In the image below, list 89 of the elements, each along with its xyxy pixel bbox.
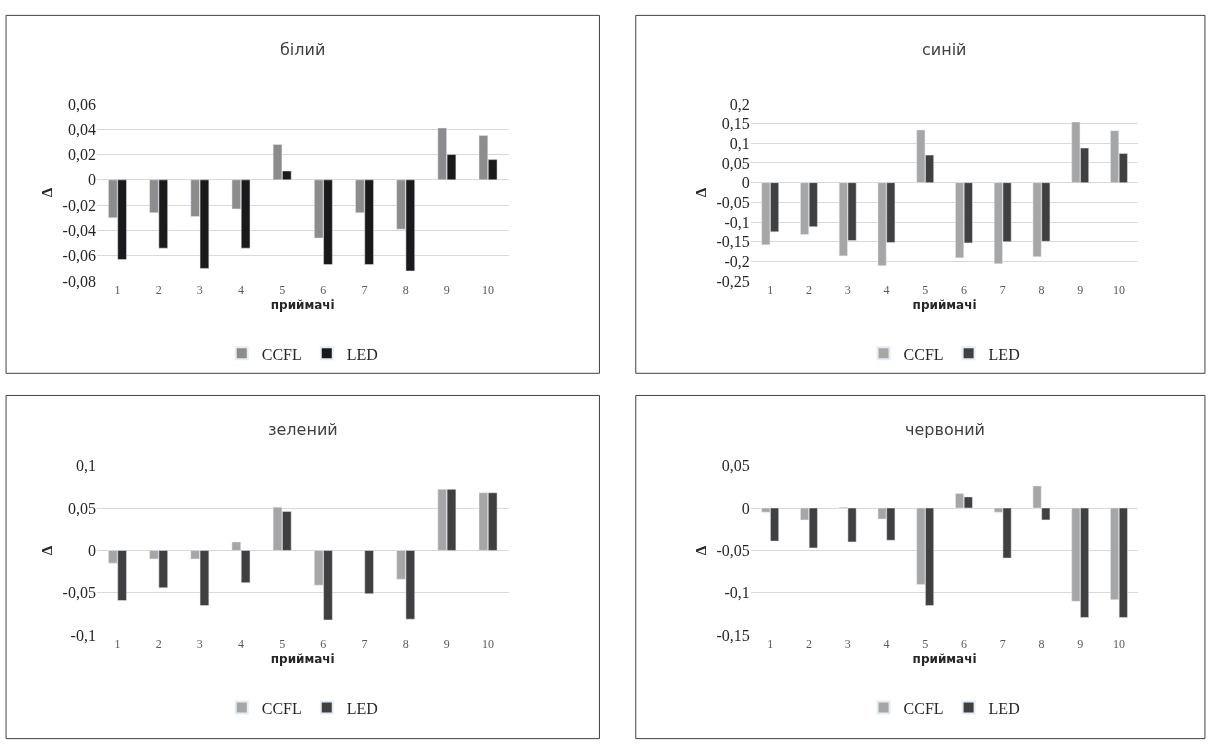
y-tick-label: -0,05	[716, 193, 750, 211]
legend-label: LED	[988, 699, 1020, 717]
x-tick-label: 9	[1077, 637, 1084, 652]
y-tick-label: 0,06	[67, 95, 96, 113]
chart-title: синій	[922, 40, 967, 59]
x-tick-label: 3	[196, 637, 203, 652]
y-tick-label: -0,05	[62, 584, 96, 602]
x-tick-label: 5	[922, 283, 929, 298]
x-tick-label: 6	[960, 283, 967, 298]
y-axis-title: Δ	[38, 187, 55, 198]
x-tick-label: 7	[999, 283, 1006, 298]
y-tick-label: -0,06	[62, 247, 96, 265]
x-tick-label: 8	[1038, 637, 1045, 652]
chart-title: зелений	[268, 420, 338, 439]
x-tick-label: 5	[279, 283, 286, 298]
x-tick-label: 8	[1038, 283, 1045, 298]
y-tick-label: 0	[87, 171, 96, 189]
y-tick-label: 0	[87, 542, 96, 560]
x-tick-label: 6	[320, 637, 327, 652]
x-tick-label: 9	[443, 283, 450, 298]
y-tick-label: 0,1	[729, 134, 750, 152]
y-axis-title: Δ	[692, 187, 709, 198]
y-tick-label: 0,2	[729, 95, 750, 113]
x-tick-label: 2	[805, 637, 812, 652]
y-tick-label: 0,05	[721, 457, 750, 475]
x-tick-label: 7	[999, 637, 1006, 652]
x-tick-label: 7	[361, 637, 368, 652]
legend-label: LED	[988, 345, 1020, 363]
x-tick-label: 4	[237, 283, 244, 298]
x-tick-label: 5	[922, 637, 929, 652]
y-axis-title: Δ	[692, 545, 709, 556]
x-tick-label: 4	[237, 637, 244, 652]
x-tick-label: 10	[1112, 637, 1125, 652]
bar	[364, 550, 374, 594]
y-tick-label: 0,05	[721, 154, 750, 172]
legend-label: CCFL	[261, 345, 302, 363]
x-axis-title: приймачі	[912, 297, 977, 312]
y-tick-label: 0,04	[67, 120, 96, 138]
x-tick-label: 1	[114, 283, 121, 298]
y-tick-label: -0,1	[70, 626, 96, 644]
y-tick-label: -0,04	[62, 222, 96, 240]
chart-title: червоний	[905, 420, 985, 439]
chart-title: білий	[280, 40, 326, 59]
y-tick-label: -0,25	[716, 272, 750, 290]
x-tick-label: 9	[443, 637, 450, 652]
x-tick-label: 2	[155, 283, 162, 298]
legend-label: CCFL	[261, 699, 302, 717]
x-tick-label: 8	[402, 283, 409, 298]
x-tick-label: 7	[361, 283, 368, 298]
y-tick-label: -0,02	[62, 196, 96, 214]
x-tick-label: 3	[844, 637, 851, 652]
y-tick-label: -0,08	[62, 272, 96, 290]
x-tick-label: 10	[1112, 283, 1125, 298]
y-tick-label: 0	[741, 499, 750, 517]
legend-label: CCFL	[903, 699, 944, 717]
x-tick-label: 6	[320, 283, 327, 298]
x-axis-title: приймачі	[912, 652, 977, 667]
x-tick-label: 2	[155, 637, 162, 652]
x-tick-label: 3	[844, 283, 851, 298]
y-tick-label: -0,15	[716, 626, 750, 644]
y-tick-label: 0,15	[721, 115, 750, 133]
y-tick-label: -0,2	[724, 252, 750, 270]
x-tick-label: 2	[805, 283, 812, 298]
y-tick-label: -0,1	[724, 584, 750, 602]
x-axis-title: приймачі	[270, 652, 335, 667]
y-tick-label: -0,1	[724, 213, 750, 231]
y-tick-label: -0,05	[716, 542, 750, 560]
y-tick-label: 0,05	[67, 499, 96, 517]
y-tick-label: -0,15	[716, 233, 750, 251]
y-tick-label: 0	[741, 174, 750, 192]
x-tick-label: 8	[402, 637, 409, 652]
y-tick-label: 0,1	[75, 457, 96, 475]
y-tick-label: 0,02	[67, 146, 96, 164]
legend-label: LED	[346, 699, 378, 717]
x-tick-label: 6	[960, 637, 967, 652]
x-tick-label: 10	[482, 283, 495, 298]
x-tick-label: 10	[482, 637, 495, 652]
legend-label: CCFL	[903, 345, 944, 363]
x-axis-title: приймачі	[270, 297, 335, 312]
x-tick-label: 5	[279, 637, 286, 652]
y-axis-title: Δ	[38, 545, 55, 556]
legend-label: LED	[346, 345, 378, 363]
x-tick-label: 1	[114, 637, 121, 652]
x-tick-label: 4	[883, 637, 890, 652]
x-tick-label: 1	[767, 283, 774, 298]
x-tick-label: 9	[1077, 283, 1084, 298]
x-tick-label: 3	[196, 283, 203, 298]
x-tick-label: 1	[767, 637, 774, 652]
x-tick-label: 4	[883, 283, 890, 298]
